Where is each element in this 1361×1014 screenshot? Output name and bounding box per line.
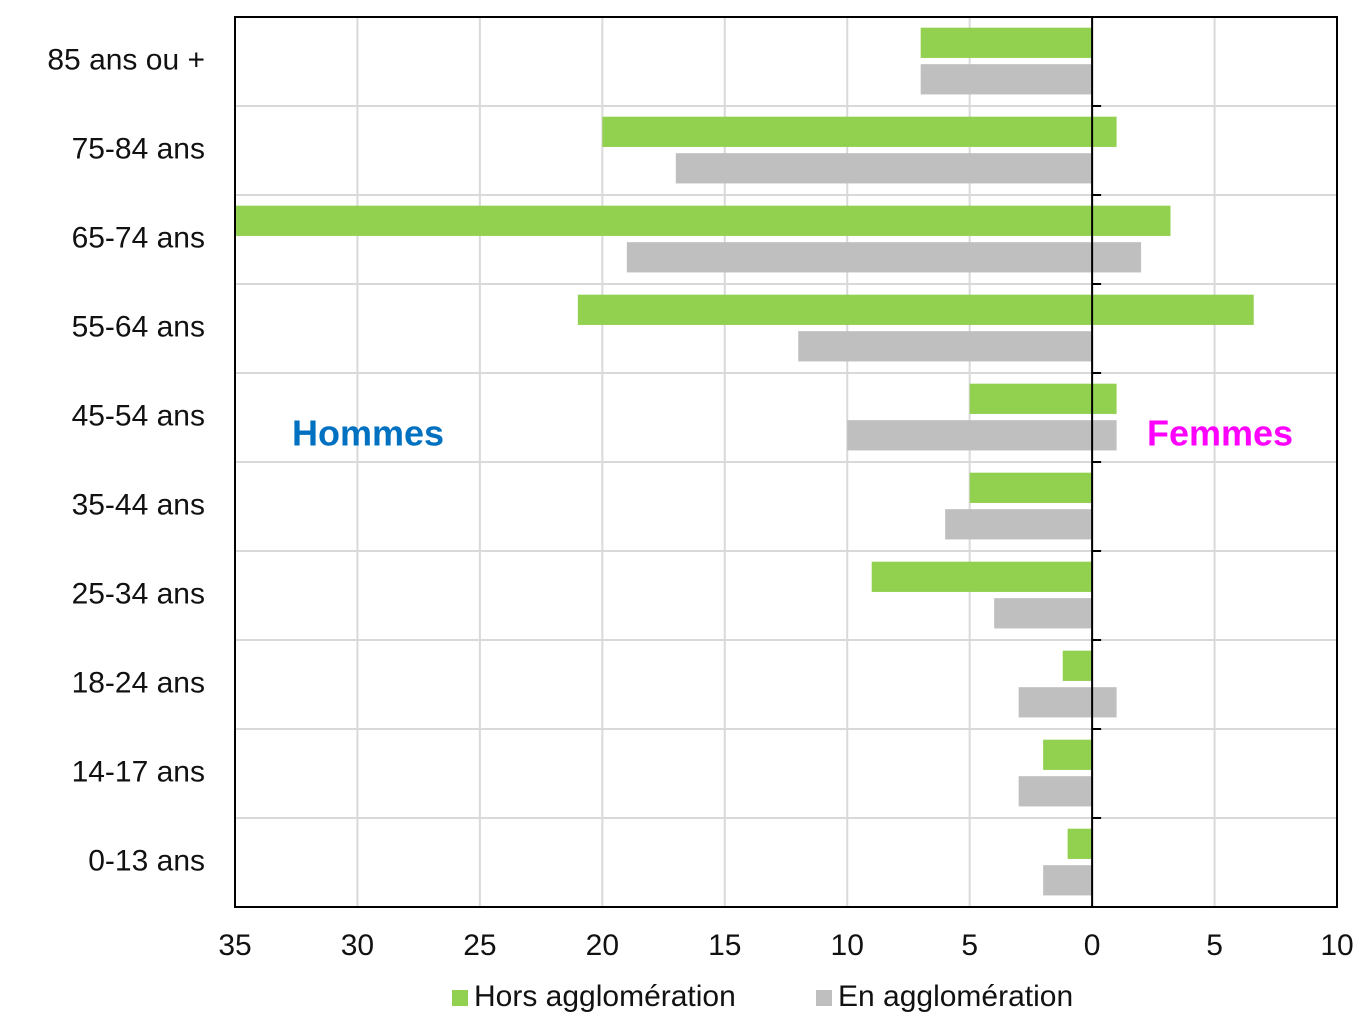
x-tick-label: 5 xyxy=(961,929,978,962)
bar xyxy=(235,205,1093,236)
x-tick-label: 30 xyxy=(341,929,374,962)
annotation: Femmes xyxy=(1147,413,1293,454)
x-tick-label: 0 xyxy=(1084,929,1101,962)
y-tick-label: 35-44 ans xyxy=(72,488,205,521)
bar xyxy=(969,472,1093,503)
bar xyxy=(1067,828,1093,859)
y-tick-label: 45-54 ans xyxy=(72,399,205,432)
x-tick-label: 20 xyxy=(586,929,619,962)
x-tick-label: 10 xyxy=(831,929,864,962)
bar xyxy=(920,64,1093,95)
y-tick-label: 25-34 ans xyxy=(72,577,205,610)
bar xyxy=(577,294,1093,325)
y-tick-label: 55-64 ans xyxy=(72,310,205,343)
y-tick-label: 18-24 ans xyxy=(72,666,205,699)
bar xyxy=(847,420,1093,451)
bar xyxy=(945,509,1093,540)
bar xyxy=(1043,739,1093,770)
bar xyxy=(1092,294,1254,325)
bar xyxy=(920,27,1093,58)
legend-swatch xyxy=(816,990,832,1006)
legend-label: Hors agglomération xyxy=(474,980,736,1013)
bar xyxy=(798,331,1093,362)
bar xyxy=(1018,687,1093,718)
bar xyxy=(602,116,1093,147)
y-tick-label: 65-74 ans xyxy=(72,221,205,254)
x-tick-label: 35 xyxy=(218,929,251,962)
bar xyxy=(1043,865,1093,896)
legend-swatch xyxy=(452,990,468,1006)
plot-frame xyxy=(234,16,1338,908)
bar xyxy=(1092,242,1142,273)
bar xyxy=(1092,116,1117,147)
y-tick-label: 0-13 ans xyxy=(88,844,205,877)
bar xyxy=(1092,383,1117,414)
bar xyxy=(1062,650,1093,681)
x-tick-label: 15 xyxy=(708,929,741,962)
x-tick-label: 10 xyxy=(1320,929,1353,962)
annotation: Hommes xyxy=(292,413,444,454)
bar xyxy=(871,561,1093,592)
bar xyxy=(1092,687,1117,718)
bar xyxy=(1092,420,1117,451)
bar xyxy=(675,153,1093,184)
bar xyxy=(1018,776,1093,807)
bar xyxy=(626,242,1093,273)
bar xyxy=(994,598,1093,629)
bar xyxy=(969,383,1093,414)
legend-label: En agglomération xyxy=(838,980,1073,1013)
y-tick-label: 14-17 ans xyxy=(72,755,205,788)
y-tick-label: 75-84 ans xyxy=(72,132,205,165)
y-tick-label: 85 ans ou + xyxy=(47,43,205,76)
bar xyxy=(1092,205,1171,236)
x-tick-label: 5 xyxy=(1206,929,1223,962)
x-tick-label: 25 xyxy=(463,929,496,962)
